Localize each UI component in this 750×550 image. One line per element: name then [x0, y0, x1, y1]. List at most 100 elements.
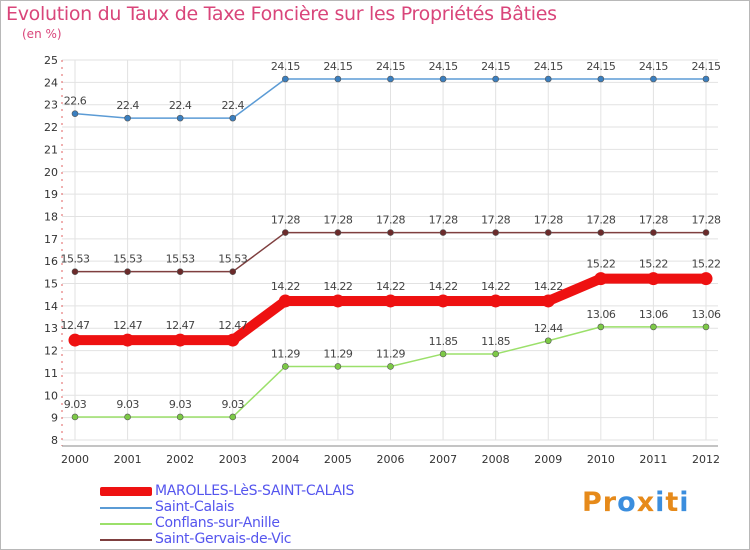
data-point [229, 413, 237, 421]
data-label: 17.28 [481, 214, 510, 227]
data-label: 15.53 [113, 253, 142, 266]
unit-label: (en %) [22, 27, 62, 41]
data-label: 14.22 [534, 280, 563, 293]
x-tick-label: 2004 [271, 453, 299, 466]
logo-letter: r [602, 487, 618, 518]
x-tick-label: 2001 [114, 453, 142, 466]
data-label: 14.22 [429, 280, 458, 293]
data-point [387, 75, 394, 83]
data-label: 24.15 [376, 60, 405, 73]
data-label: 24.15 [271, 60, 300, 73]
data-point [334, 229, 342, 236]
x-tick-label: 2006 [377, 453, 405, 466]
data-point [702, 75, 710, 83]
legend-label: MAROLLES-LèS-SAINT-CALAIS [155, 483, 355, 499]
data-point [439, 229, 447, 236]
y-tick-label: 22 [44, 121, 58, 134]
y-tick-label: 14 [44, 300, 58, 313]
y-tick-label: 21 [44, 143, 58, 156]
data-point [650, 323, 657, 331]
data-point [489, 294, 503, 308]
data-point [124, 413, 131, 421]
data-label: 14.22 [323, 280, 352, 293]
y-tick-label: 10 [44, 389, 58, 402]
data-point [226, 333, 240, 347]
data-label: 12.44 [534, 322, 563, 335]
data-label: 11.29 [376, 347, 405, 360]
y-tick-label: 15 [44, 278, 58, 291]
data-point [544, 75, 552, 83]
data-point [176, 114, 184, 122]
y-tick-label: 17 [44, 233, 58, 246]
data-label: 22.4 [116, 99, 139, 112]
data-point [229, 268, 237, 275]
x-tick-label: 2007 [429, 453, 457, 466]
data-point [544, 229, 552, 236]
data-label: 17.28 [692, 214, 721, 227]
legend-swatch [100, 539, 152, 541]
y-tick-label: 18 [44, 210, 58, 223]
data-point [597, 75, 605, 83]
x-tick-label: 2002 [166, 453, 194, 466]
data-point [334, 363, 342, 370]
data-point [541, 294, 555, 308]
data-point [702, 229, 710, 236]
y-tick-label: 13 [44, 322, 58, 335]
data-label: 17.28 [323, 214, 352, 227]
data-label: 15.22 [692, 258, 721, 271]
data-label: 15.53 [218, 253, 247, 266]
y-tick-label: 19 [44, 188, 58, 201]
data-point [492, 75, 499, 83]
data-point [544, 337, 552, 345]
data-point [334, 75, 342, 83]
data-label: 24.15 [429, 60, 458, 73]
logo-letter: i [679, 487, 690, 518]
legend-swatch [100, 507, 152, 509]
data-label: 17.28 [534, 214, 563, 227]
data-point [387, 229, 394, 236]
logo-letter: i [655, 487, 666, 518]
data-label: 11.29 [323, 347, 352, 360]
data-label: 17.28 [639, 214, 668, 227]
x-tick-label: 2011 [639, 453, 667, 466]
logo-letter: t [665, 487, 680, 518]
data-point [229, 114, 237, 122]
data-point [702, 323, 710, 331]
data-label: 15.22 [586, 258, 615, 271]
data-label: 15.22 [639, 258, 668, 271]
data-label: 9.03 [222, 398, 245, 411]
data-label: 11.85 [481, 335, 510, 348]
y-tick-label: 9 [51, 412, 58, 425]
data-point [650, 229, 657, 236]
data-point [597, 323, 605, 331]
data-label: 17.28 [429, 214, 458, 227]
data-label: 22.4 [222, 99, 245, 112]
data-point [387, 363, 394, 370]
data-point [71, 413, 79, 421]
data-label: 22.6 [64, 95, 87, 108]
data-point [176, 413, 184, 421]
data-point [439, 75, 447, 83]
data-label: 24.15 [323, 60, 352, 73]
x-tick-label: 2005 [324, 453, 352, 466]
data-point [439, 350, 447, 358]
data-label: 13.06 [586, 308, 615, 321]
data-label: 14.22 [481, 280, 510, 293]
data-label: 14.22 [376, 280, 405, 293]
data-label: 12.47 [166, 319, 195, 332]
x-tick-label: 2008 [482, 453, 510, 466]
data-label: 24.15 [481, 60, 510, 73]
data-label: 9.03 [116, 398, 139, 411]
data-label: 11.85 [429, 335, 458, 348]
x-tick-label: 2000 [61, 453, 89, 466]
data-label: 15.53 [61, 253, 90, 266]
x-tick-label: 2010 [587, 453, 615, 466]
data-point [68, 333, 82, 347]
data-label: 24.15 [534, 60, 563, 73]
legend-swatch [100, 523, 152, 525]
y-tick-label: 20 [44, 166, 58, 179]
data-point [282, 363, 289, 370]
data-label: 12.47 [61, 319, 90, 332]
data-label: 17.28 [586, 214, 615, 227]
